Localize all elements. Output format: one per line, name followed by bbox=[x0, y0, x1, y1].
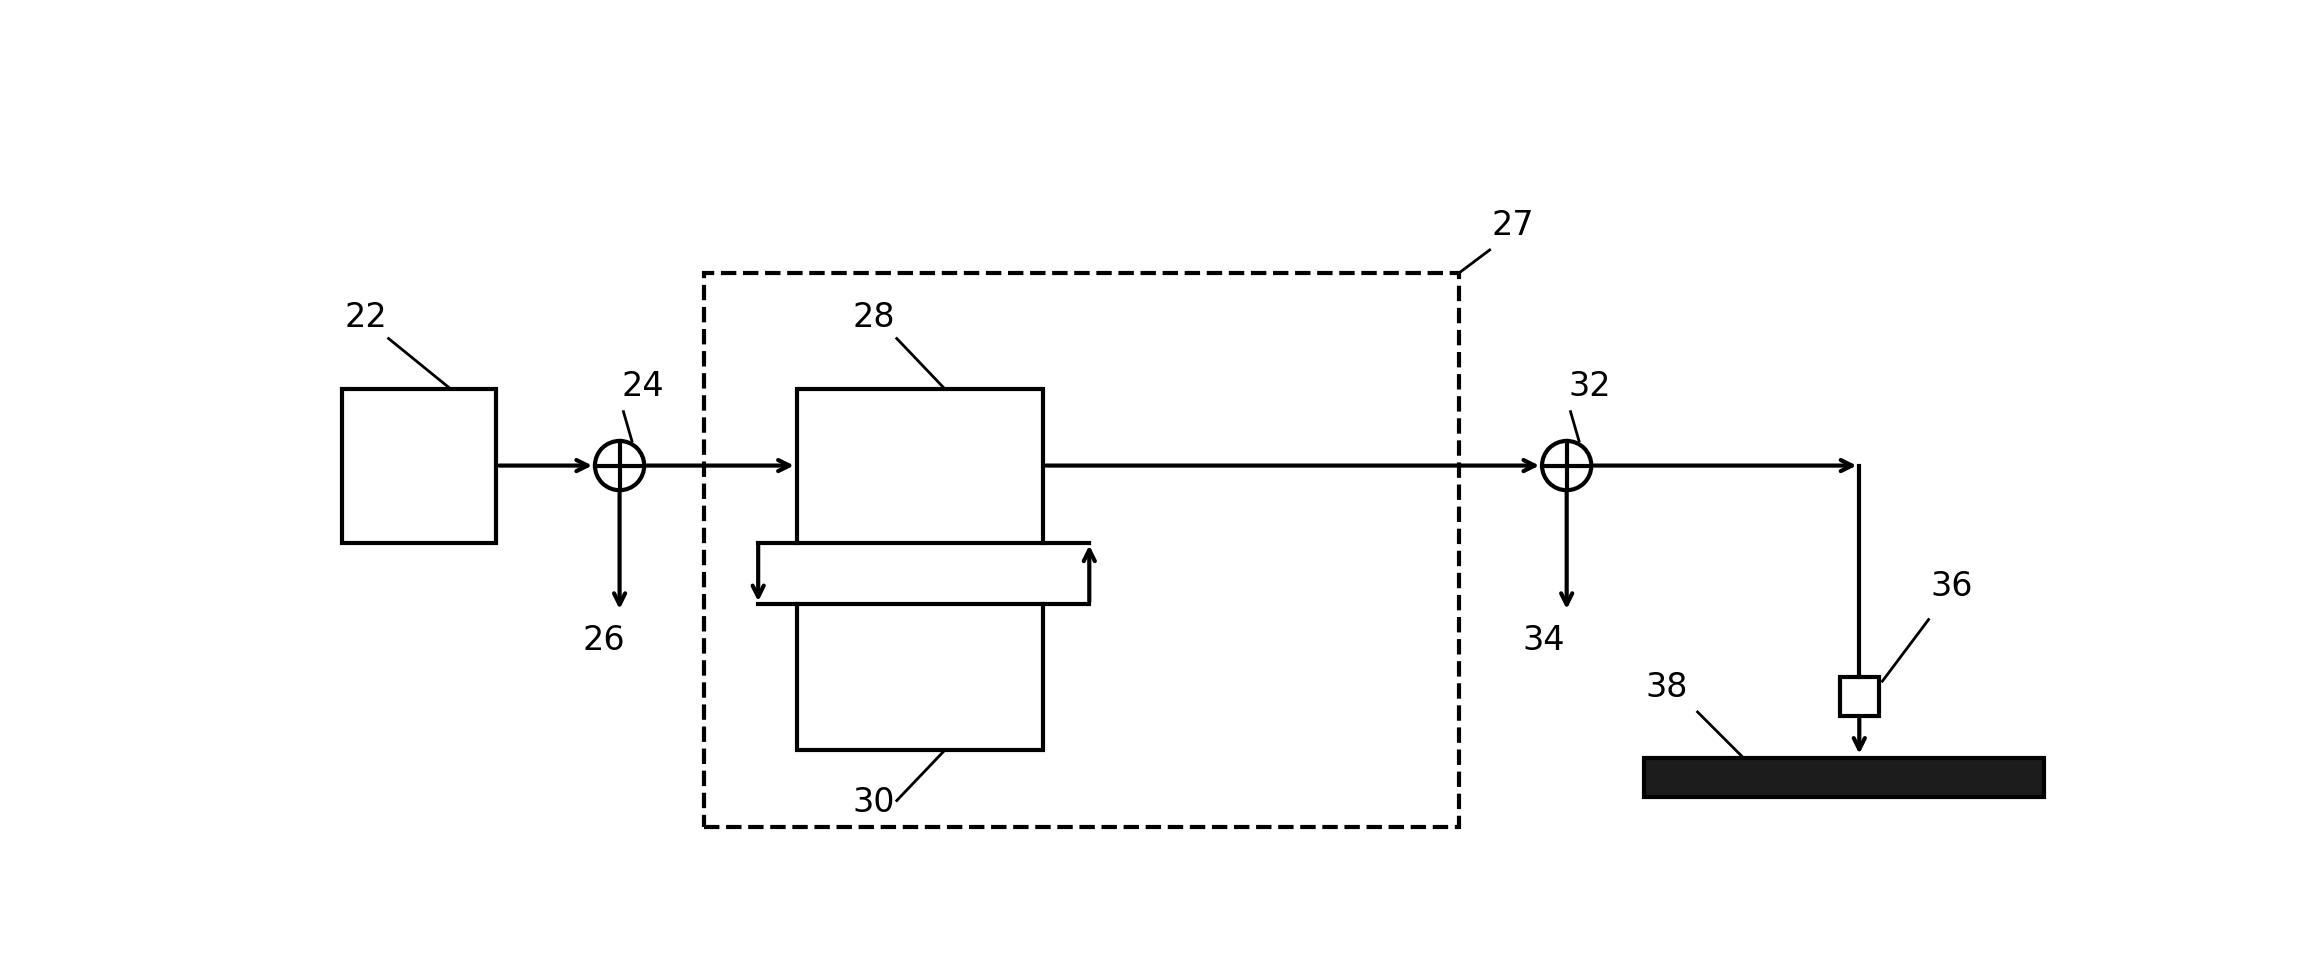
Text: 32: 32 bbox=[1568, 371, 1612, 403]
Text: 30: 30 bbox=[853, 786, 894, 819]
Bar bbox=[1645, 758, 2044, 797]
Text: 38: 38 bbox=[1645, 670, 1689, 703]
Bar bbox=[797, 388, 1043, 543]
Bar bbox=[1840, 677, 1879, 716]
Bar bbox=[341, 388, 497, 543]
Text: 36: 36 bbox=[1930, 570, 1972, 603]
Bar bbox=[704, 273, 1459, 827]
Text: 24: 24 bbox=[620, 371, 664, 403]
Text: 27: 27 bbox=[1491, 208, 1533, 241]
Text: 28: 28 bbox=[853, 301, 894, 334]
Text: 22: 22 bbox=[344, 301, 388, 334]
Bar bbox=[797, 604, 1043, 750]
Text: 34: 34 bbox=[1522, 625, 1566, 658]
Text: 26: 26 bbox=[583, 625, 625, 658]
